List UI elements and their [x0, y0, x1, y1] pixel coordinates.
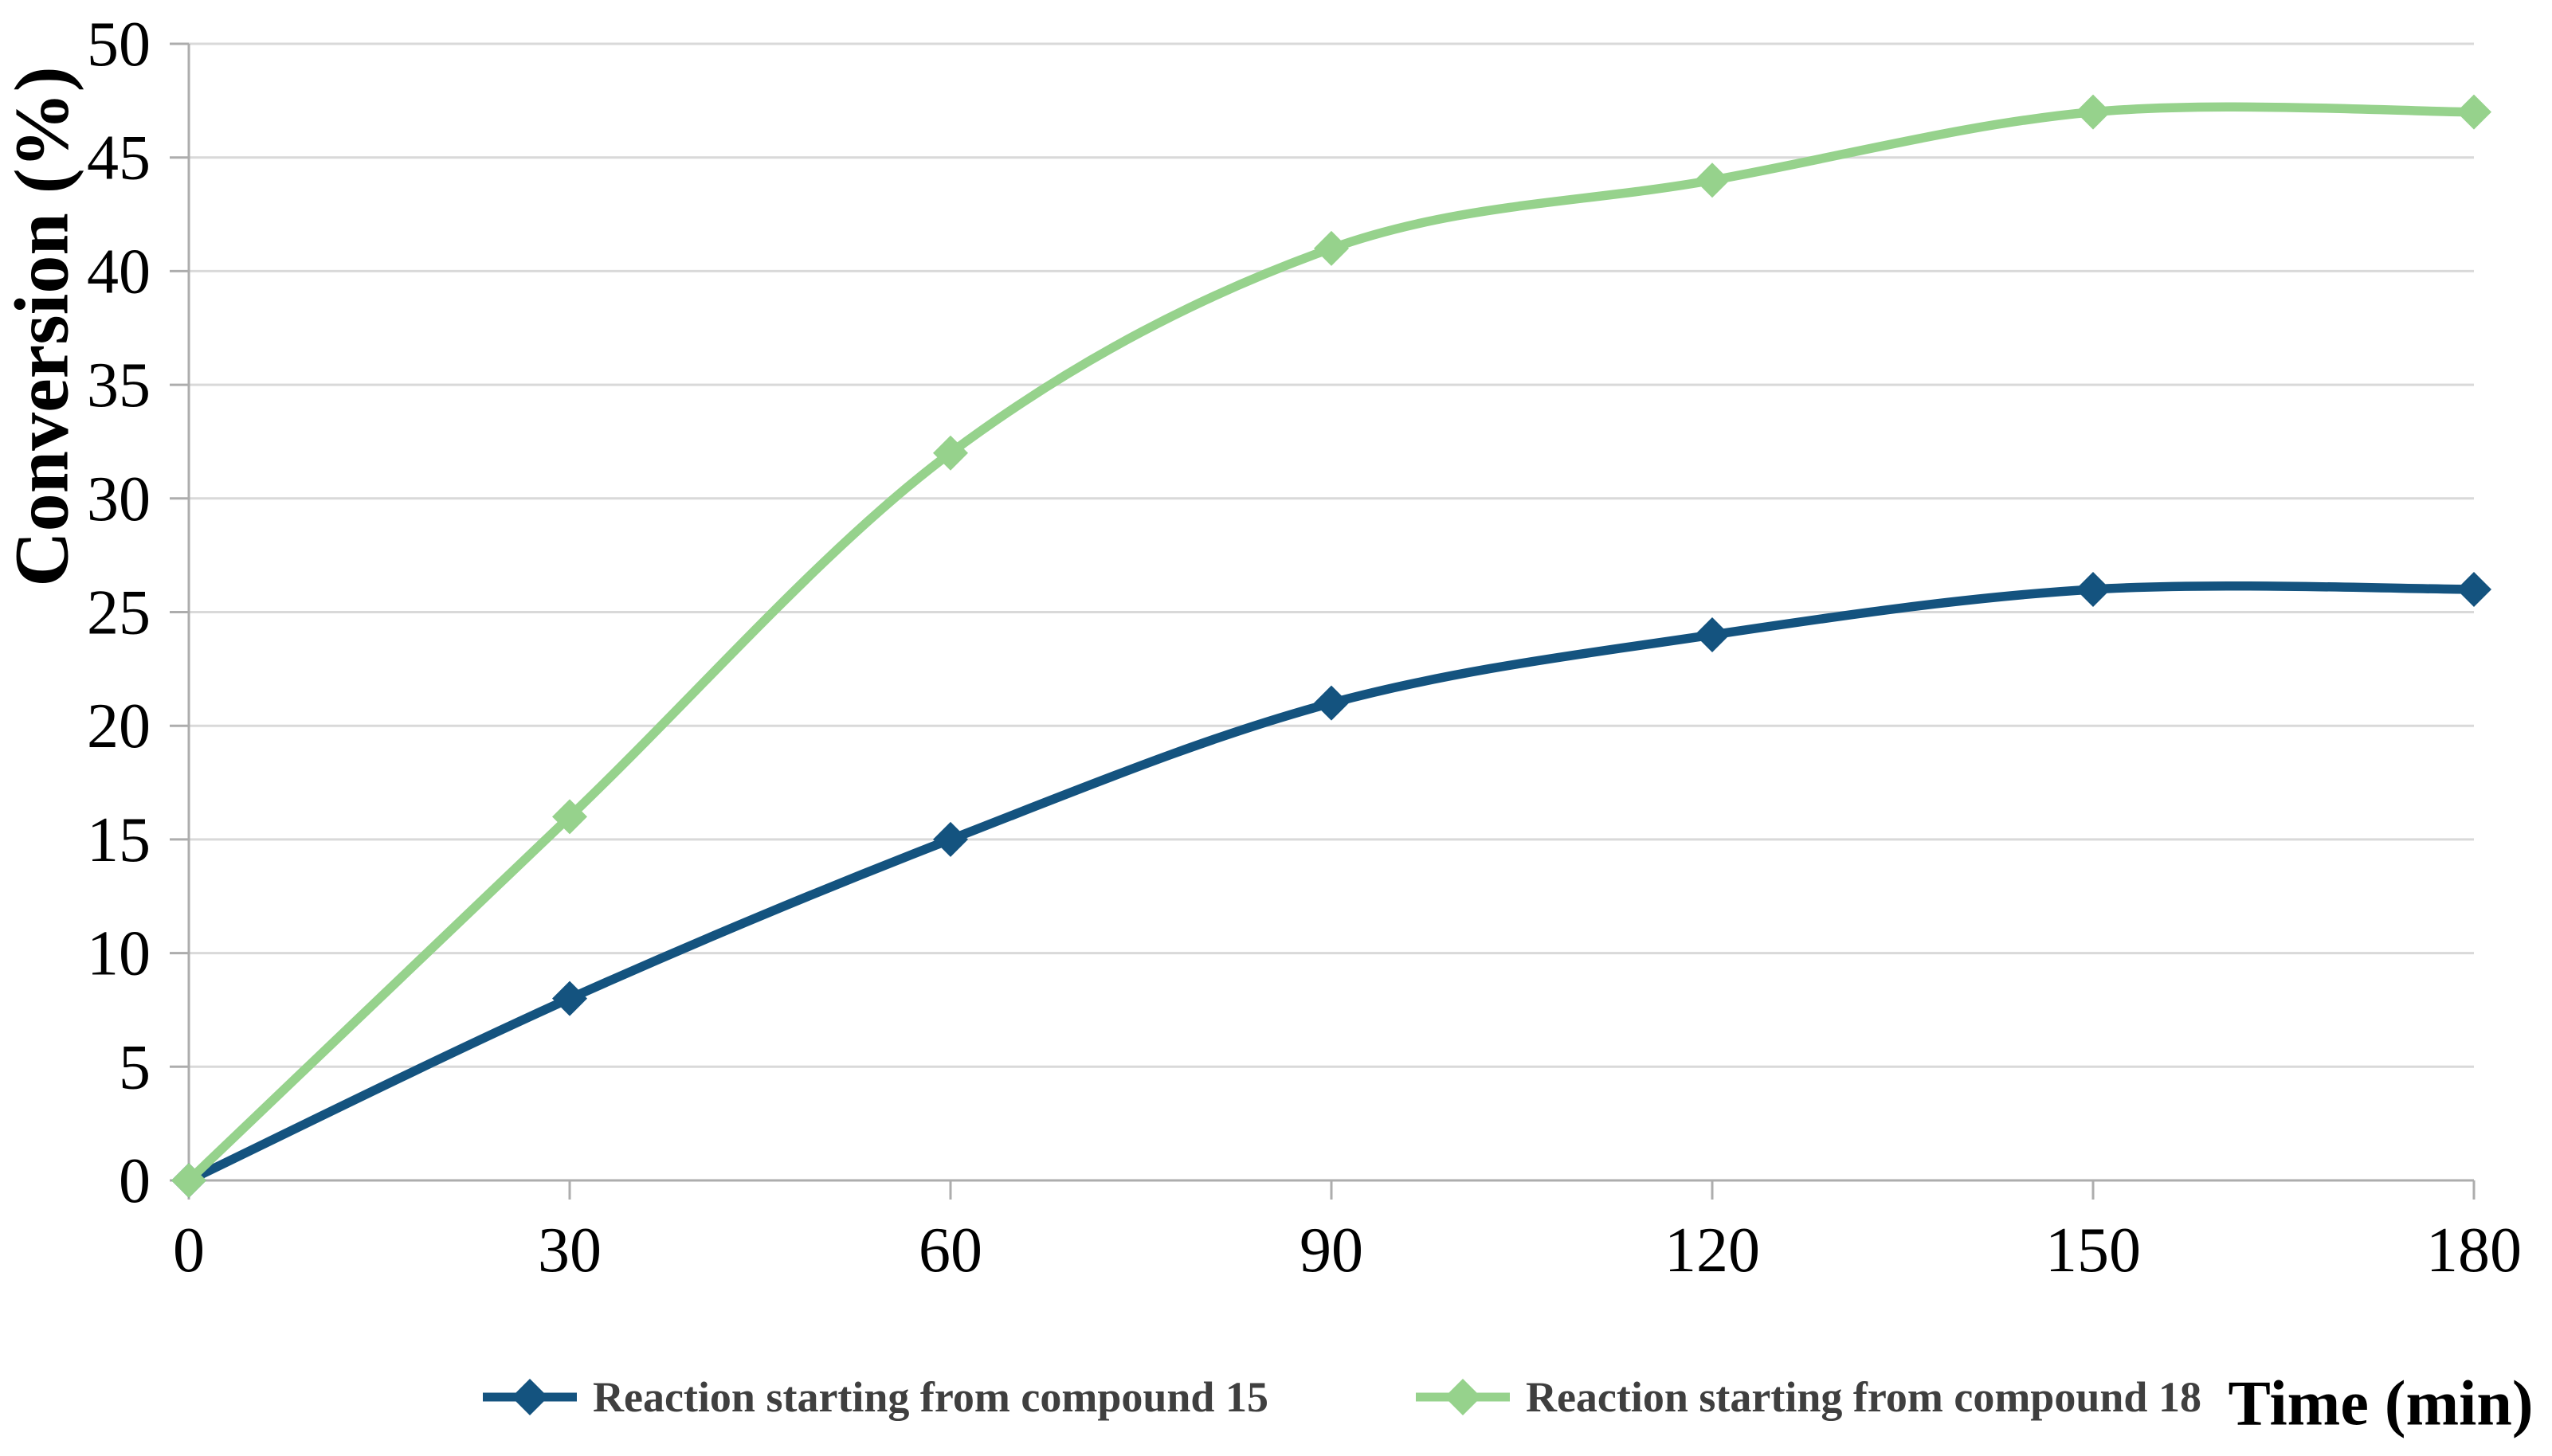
legend-item-compound-15: Reaction starting from compound 15 — [483, 1372, 1268, 1423]
x-tick-label: 0 — [173, 1215, 205, 1286]
legend-line-diamond-icon — [483, 1379, 577, 1415]
legend-label-compound-15: Reaction starting from compound 15 — [593, 1373, 1268, 1421]
legend-line-diamond-icon — [1415, 1379, 1510, 1415]
data-point-diamond — [171, 1163, 206, 1198]
y-axis-title: Conversion (%) — [0, 66, 84, 587]
data-point-diamond — [2076, 94, 2111, 130]
series-line-0 — [184, 581, 2479, 1185]
y-tick-label: 25 — [87, 578, 151, 648]
y-tick-label: 20 — [87, 691, 151, 761]
x-tick-label: 150 — [2045, 1215, 2141, 1286]
data-point-diamond — [1695, 162, 1730, 198]
y-tick-label: 5 — [119, 1032, 151, 1102]
data-point-diamond — [1314, 230, 1349, 266]
y-tick-label: 40 — [87, 237, 151, 307]
data-point-diamond — [2076, 571, 2111, 607]
y-tick-label: 45 — [87, 123, 151, 194]
data-point-diamond — [2456, 571, 2491, 607]
series-line-1 — [184, 102, 2479, 1185]
data-point-diamond — [2456, 94, 2491, 130]
y-tick-label: 15 — [87, 805, 151, 875]
data-point-diamond — [933, 435, 968, 471]
data-point-diamond — [1314, 685, 1349, 721]
x-axis-title: Time (min) — [2228, 1368, 2534, 1439]
y-tick-label: 30 — [87, 464, 151, 534]
data-point-diamond — [552, 980, 587, 1016]
data-point-diamond — [552, 799, 587, 835]
chart-legend: Reaction starting from compound 15 React… — [483, 1372, 2201, 1423]
y-tick-label: 0 — [119, 1146, 151, 1216]
x-tick-label: 120 — [1664, 1215, 1760, 1286]
legend-item-compound-18: Reaction starting from compound 18 — [1415, 1372, 2201, 1423]
y-tick-label: 10 — [87, 919, 151, 989]
x-tick-label: 180 — [2426, 1215, 2522, 1286]
data-point-diamond — [933, 821, 968, 857]
x-tick-label: 60 — [919, 1215, 982, 1286]
data-point-diamond — [1695, 617, 1730, 653]
legend-label-compound-18: Reaction starting from compound 18 — [1525, 1373, 2201, 1421]
x-tick-label: 90 — [1300, 1215, 1363, 1286]
y-tick-label: 35 — [87, 350, 151, 421]
y-tick-label: 50 — [87, 10, 151, 80]
x-tick-label: 30 — [538, 1215, 602, 1286]
